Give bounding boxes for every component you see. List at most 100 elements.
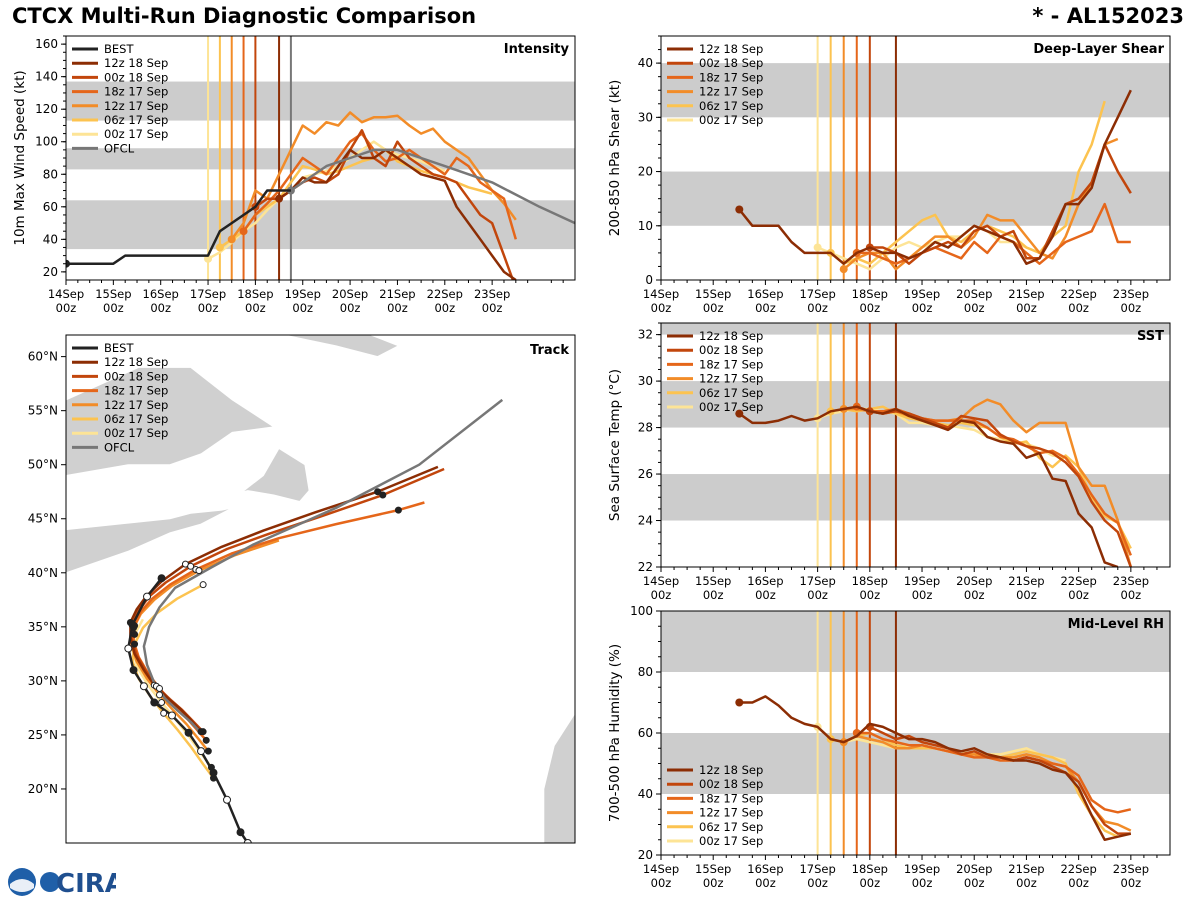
track-legend-label: 00z 18 Sep — [104, 369, 168, 383]
shear-series-start-marker — [735, 205, 744, 214]
track-legend-label: BEST — [104, 341, 134, 355]
intensity-ytick-label: 40 — [43, 232, 58, 246]
rh-ylabel: 700-500 hPa Humidity (%) — [607, 644, 623, 822]
shear-legend-label: 00z 18 Sep — [699, 56, 763, 70]
sst-xtick-label: 15Sep — [695, 574, 731, 588]
intensity-xtick-label: 00z — [292, 301, 313, 315]
intensity-legend-label: 18z 17 Sep — [104, 85, 168, 99]
track-ytick-label: 55°N — [28, 404, 58, 418]
intensity-xtick-label: 20Sep — [332, 287, 368, 301]
rh-ytick-label: 40 — [638, 787, 653, 801]
cira-logo-text: CIRA — [56, 869, 116, 898]
track-ytick-label: 30°N — [28, 674, 58, 688]
intensity-xtick-label: 17Sep — [190, 287, 226, 301]
shear-xtick-label: 23Sep — [1113, 287, 1149, 301]
sst-ytick-label: 22 — [638, 560, 653, 574]
forecast-track-marker — [131, 630, 139, 638]
sst-ylabel: Sea Surface Temp (°C) — [607, 369, 623, 521]
shear-xtick-label: 00z — [1121, 301, 1142, 315]
best-track-marker — [197, 747, 206, 756]
intensity-series-group — [66, 111, 575, 280]
shear-xtick-label: 00z — [651, 301, 672, 315]
intensity-xtick-label: 19Sep — [285, 287, 321, 301]
sst-series-line — [738, 405, 1119, 567]
sst-xtick-label: 00z — [912, 588, 933, 602]
track-panel: 20°N 25°N 30°N 35°N 40°N 45°N 50°N 55°N 60°N Trac… — [28, 334, 576, 844]
sst-legend-label: 12z 17 Sep — [699, 372, 763, 386]
forecast-track-marker — [379, 491, 387, 499]
shear-xtick-label: 16Sep — [747, 287, 783, 301]
track-legend-label: 18z 17 Sep — [104, 384, 168, 398]
forecast-track-marker — [394, 506, 402, 514]
intensity-xtick-label: 00z — [387, 301, 408, 315]
intensity-series-start-marker — [275, 194, 284, 203]
land-mass — [66, 507, 233, 574]
forecast-track-marker — [202, 736, 210, 744]
intensity-xtick-label: 00z — [103, 301, 124, 315]
rh-ytick-label: 100 — [630, 604, 653, 618]
intensity-xtick-label: 00z — [56, 301, 77, 315]
best-track-marker — [139, 682, 148, 691]
shear-ytick-label: 20 — [638, 165, 653, 179]
sst-xtick-label: 22Sep — [1060, 574, 1096, 588]
intensity-legend-label: OFCL — [104, 141, 135, 155]
figure-title: CTCX Multi-Run Diagnostic Comparison — [12, 4, 477, 28]
best-track-marker — [236, 828, 245, 837]
forecast-track-marker — [199, 728, 207, 736]
forecast-track-marker — [204, 747, 212, 755]
shear-legend-label: 12z 17 Sep — [699, 85, 763, 99]
intensity-series-start-marker — [215, 243, 224, 252]
sst-legend-label: 06z 17 Sep — [699, 386, 763, 400]
sst-series-start-marker — [735, 409, 744, 418]
rh-ytick-label: 60 — [638, 726, 653, 740]
sst-xtick-label: 00z — [964, 588, 985, 602]
rh-xtick-label: 18Sep — [852, 862, 888, 876]
rh-xtick-label: 15Sep — [695, 862, 731, 876]
rh-xtick-label: 17Sep — [799, 862, 835, 876]
shear-legend-label: 12z 18 Sep — [699, 42, 763, 56]
sst-frame — [660, 322, 1171, 568]
intensity-legend-label: 00z 18 Sep — [104, 70, 168, 84]
track-legend-label: OFCL — [104, 440, 135, 454]
shear-legend-label: 00z 17 Sep — [699, 113, 763, 127]
rh-xtick-label: 14Sep — [643, 862, 679, 876]
intensity-series-line — [278, 148, 517, 280]
track-legend-label: 12z 17 Sep — [104, 398, 168, 412]
sst-ytick-label: 24 — [638, 514, 653, 528]
rh-xtick-label: 00z — [807, 876, 828, 890]
track-legend-label: 12z 18 Sep — [104, 355, 168, 369]
intensity-ytick-label: 120 — [35, 102, 58, 116]
intensity-ytick-label: 100 — [35, 135, 58, 149]
rh-xtick-label: 00z — [1121, 876, 1142, 890]
intensity-xtick-label: 14Sep — [48, 287, 84, 301]
intensity-band — [66, 148, 575, 170]
intensity-series-line — [207, 140, 446, 260]
rh-xtick-label: 22Sep — [1060, 862, 1096, 876]
sst-band — [661, 323, 1170, 335]
shear-series-start-marker — [839, 265, 848, 274]
intensity-series-line — [242, 132, 518, 240]
intensity-xtick-label: 00z — [434, 301, 455, 315]
intensity-series-line — [66, 189, 291, 265]
shear-ytick-label: 40 — [638, 56, 653, 70]
intensity-series-start-marker — [286, 186, 295, 195]
shear-legend-label: 18z 17 Sep — [699, 70, 763, 84]
track-ytick-label: 60°N — [28, 350, 58, 364]
sst-xtick-label: 19Sep — [904, 574, 940, 588]
forecast-track-marker — [160, 709, 168, 717]
rh-xtick-label: 23Sep — [1113, 862, 1149, 876]
sst-xtick-label: 23Sep — [1113, 574, 1149, 588]
shear-series-line — [829, 100, 1106, 265]
best-track-marker — [243, 839, 252, 843]
intensity-panel: 2040608010012014016014Sep00z15Sep00z16Se… — [12, 35, 576, 315]
intensity-xtick-label: 18Sep — [237, 287, 273, 301]
forecast-track-marker — [207, 763, 215, 771]
track-ytick-label: 40°N — [28, 566, 58, 580]
best-track-marker — [129, 666, 138, 675]
intensity-legend-label: 12z 18 Sep — [104, 56, 168, 70]
rh-band — [661, 611, 1170, 672]
best-track-marker — [157, 574, 166, 583]
intensity-xtick-label: 15Sep — [95, 287, 131, 301]
track-ytick-label: 50°N — [28, 458, 58, 472]
rh-xtick-label: 00z — [1068, 876, 1089, 890]
